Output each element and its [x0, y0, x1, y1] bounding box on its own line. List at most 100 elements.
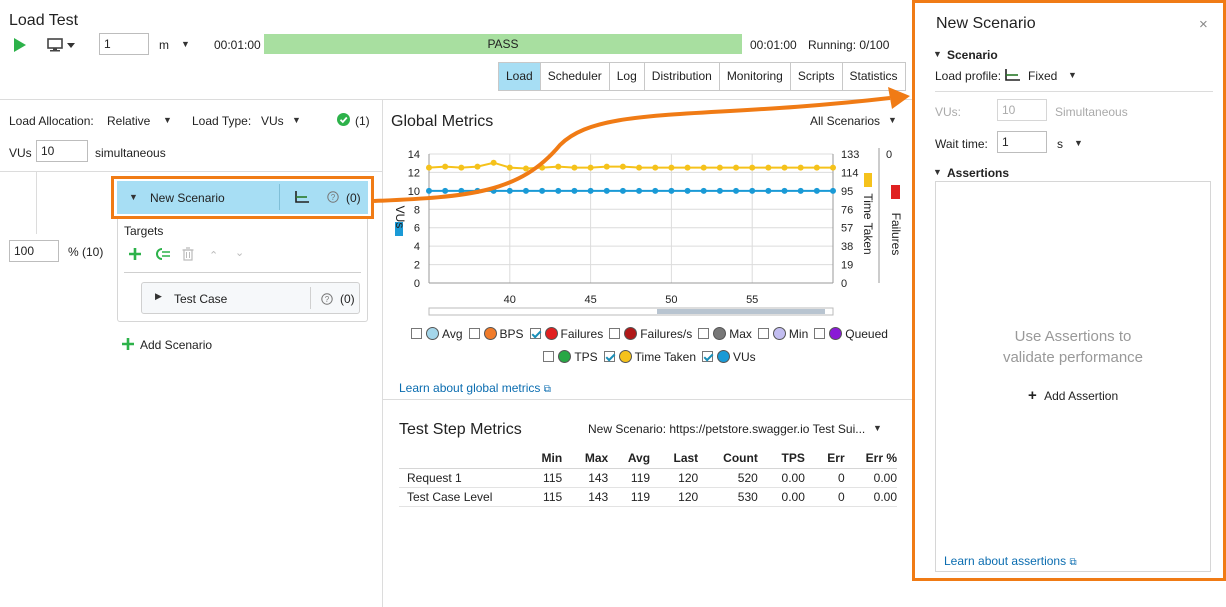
wait-time-input[interactable]: 1: [997, 131, 1047, 153]
tab-distribution[interactable]: Distribution: [644, 63, 720, 90]
legend-checkbox[interactable]: [411, 328, 423, 339]
legend-label: Failures/s: [640, 326, 693, 341]
test-case-item[interactable]: ▶ Test Case ? (0): [141, 282, 360, 314]
legend-label: TPS: [574, 349, 598, 364]
scenario-header[interactable]: ▼ New Scenario ? (0): [117, 181, 368, 214]
legend-item-vus[interactable]: VUs: [702, 350, 756, 364]
help-icon[interactable]: ?: [327, 191, 339, 203]
time-taken-data-point: [458, 164, 465, 171]
chevron-down-icon[interactable]: ▼: [163, 115, 172, 125]
load-profile-label: Load profile:: [935, 69, 1002, 83]
x-tick-label: 40: [504, 294, 516, 306]
scenario-filter-select[interactable]: All Scenarios: [810, 114, 881, 128]
running-count: Running: 0/100: [808, 38, 890, 52]
monitor-dropdown[interactable]: [47, 38, 79, 55]
chevron-up-icon[interactable]: ⌃: [209, 250, 219, 262]
chevron-down-icon[interactable]: ▼: [1074, 138, 1083, 148]
column-header[interactable]: Last: [650, 449, 699, 469]
help-icon[interactable]: ?: [321, 293, 333, 305]
column-header[interactable]: Min: [526, 449, 563, 469]
legend-item-tps[interactable]: TPS: [543, 349, 598, 364]
panel-vus-input[interactable]: 10: [997, 99, 1047, 121]
load-profile-select[interactable]: Fixed: [1028, 69, 1058, 83]
legend-item-avg[interactable]: Avg: [411, 327, 463, 341]
legend-item-time-taken[interactable]: Time Taken: [603, 349, 697, 364]
legend-item-queued[interactable]: Queued: [814, 327, 888, 341]
add-target-icon[interactable]: [128, 247, 142, 264]
legend-checkbox[interactable]: [702, 351, 714, 362]
add-scenario-button[interactable]: Add Scenario: [140, 338, 213, 352]
test-step-filter-select[interactable]: New Scenario: https://petstore.swagger.i…: [588, 422, 866, 436]
chevron-down-icon[interactable]: ▼: [873, 423, 882, 433]
vus-axis-marker: [395, 222, 403, 236]
collapse-icon[interactable]: ▼: [933, 49, 942, 59]
legend-item-failures-s[interactable]: Failures/s: [609, 327, 692, 341]
legend-checkbox[interactable]: [529, 328, 541, 339]
legend-label: Min: [788, 326, 809, 341]
learn-global-metrics-link[interactable]: Learn about global metrics ⧉: [399, 381, 551, 395]
legend-swatch: [624, 327, 638, 340]
table-row[interactable]: Request 1 115 143 119 120 520 0.00 0 0.00: [399, 468, 897, 488]
legend-checkbox[interactable]: [814, 328, 826, 339]
chevron-down-icon[interactable]: ▼: [181, 39, 190, 49]
legend-swatch: [717, 350, 731, 363]
add-icon[interactable]: [121, 337, 135, 354]
collapse-icon[interactable]: ▼: [129, 192, 138, 202]
tab-statistics[interactable]: Statistics: [842, 63, 905, 90]
legend-checkbox[interactable]: [468, 328, 480, 339]
legend-checkbox[interactable]: [698, 328, 710, 339]
legend-item-bps[interactable]: BPS: [468, 327, 524, 341]
chevron-down-icon[interactable]: ▼: [1068, 70, 1077, 80]
legend-label: Time Taken: [634, 349, 697, 364]
chevron-down-icon[interactable]: ⌄: [235, 247, 245, 259]
column-header[interactable]: Err: [804, 449, 845, 469]
table-cell: 0.00: [757, 468, 805, 488]
table-row[interactable]: Test Case Level 115 143 119 120 530 0.00 0 0.00: [399, 487, 897, 507]
y-tick-label: 8: [414, 204, 420, 216]
vus-input[interactable]: 10: [36, 140, 88, 162]
play-icon[interactable]: [14, 38, 26, 52]
tab-log[interactable]: Log: [609, 63, 645, 90]
legend-checkbox[interactable]: [609, 328, 621, 339]
expand-icon[interactable]: ▶: [155, 291, 162, 301]
legend-checkbox[interactable]: [603, 351, 615, 362]
load-allocation-select[interactable]: Relative: [107, 114, 151, 128]
legend-item-max[interactable]: Max: [698, 327, 752, 341]
duration-input[interactable]: 1: [99, 33, 149, 55]
tab-scripts[interactable]: Scripts: [790, 63, 843, 90]
percent-input[interactable]: 100: [9, 240, 59, 262]
targets-divider: [124, 272, 361, 273]
add-assertion-button[interactable]: + Add Assertion: [1028, 387, 1119, 404]
column-header[interactable]: [399, 449, 527, 469]
learn-assertions-link[interactable]: Learn about assertions ⧉: [944, 554, 1077, 568]
tab-load[interactable]: Load: [499, 63, 541, 90]
wait-time-unit[interactable]: s: [1057, 137, 1063, 151]
chevron-down-icon[interactable]: ▼: [292, 115, 301, 125]
column-header[interactable]: Count: [698, 449, 758, 469]
table-cell: 0.00: [844, 487, 897, 507]
vus-label: VUs: [9, 146, 32, 160]
chevron-down-icon[interactable]: ▼: [888, 115, 897, 125]
assign-target-icon[interactable]: [154, 247, 172, 264]
vus-data-point: [830, 187, 836, 194]
tab-scheduler[interactable]: Scheduler: [540, 63, 610, 90]
time-taken-data-point: [571, 164, 578, 171]
column-header[interactable]: TPS: [757, 449, 805, 469]
duration-unit[interactable]: m: [159, 38, 169, 52]
legend-checkbox[interactable]: [543, 351, 555, 362]
trash-icon[interactable]: [182, 247, 194, 264]
tab-monitoring[interactable]: Monitoring: [719, 63, 791, 90]
legend-item-failures[interactable]: Failures: [529, 327, 603, 341]
load-type-select[interactable]: VUs: [261, 114, 284, 128]
column-header[interactable]: Max: [562, 449, 609, 469]
column-header[interactable]: Err %: [844, 449, 897, 469]
collapse-icon[interactable]: ▼: [933, 167, 942, 177]
close-icon[interactable]: ×: [1199, 16, 1208, 33]
legend-checkbox[interactable]: [757, 328, 769, 339]
vus-data-point: [813, 187, 820, 194]
legend-item-min[interactable]: Min: [757, 326, 809, 341]
column-header[interactable]: Avg: [608, 449, 651, 469]
time-taken-data-point: [749, 164, 756, 171]
assertions-section-header: Assertions: [947, 166, 1010, 180]
time-taken-data-point: [474, 163, 481, 170]
